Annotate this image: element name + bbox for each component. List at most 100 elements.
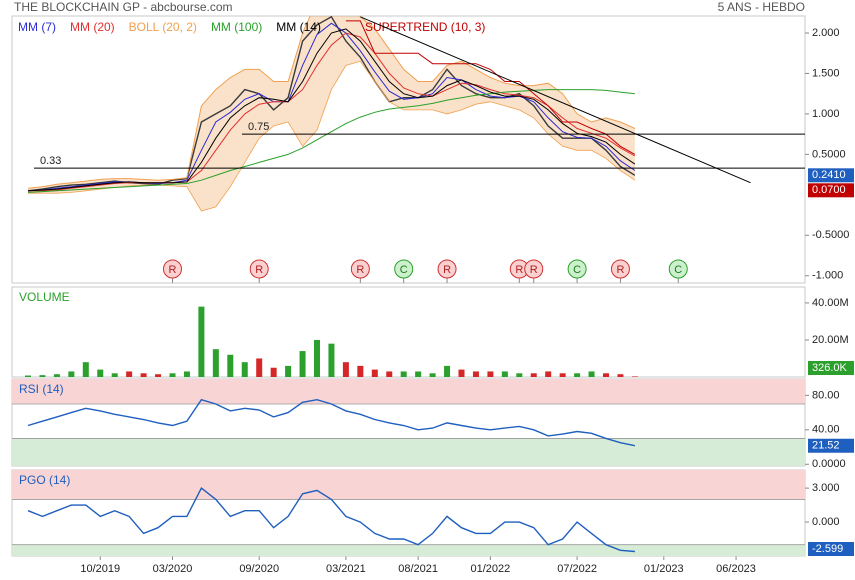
volume-bar xyxy=(444,365,451,377)
last-value-label: 326.0K xyxy=(812,362,848,374)
price-line xyxy=(27,487,635,553)
chart-title: THE BLOCKCHAIN GP - abcbourse.com xyxy=(14,0,233,14)
indicator-line xyxy=(28,32,636,192)
volume-bar xyxy=(371,369,378,377)
signal-label: R xyxy=(443,264,451,276)
panel xyxy=(11,286,806,378)
signal-marker xyxy=(567,259,587,279)
y-tick-label: 2.000 xyxy=(812,27,840,39)
period: 5 ANS - HEBDO xyxy=(718,0,805,14)
price-label: 0.2410 xyxy=(812,169,846,181)
volume-bar xyxy=(328,343,335,377)
support-label: 0.75 xyxy=(248,121,269,133)
y-tick-label: 0.0000 xyxy=(812,458,846,470)
price-label-box xyxy=(808,168,854,183)
volume-bar xyxy=(617,374,624,377)
x-tick-label: 01/2023 xyxy=(644,563,684,575)
panel-title: RSI (14) xyxy=(19,382,64,396)
volume-bar xyxy=(212,349,219,377)
signal-marker xyxy=(350,259,370,279)
signal-marker xyxy=(524,259,544,279)
volume-bar xyxy=(588,371,595,377)
volume-bar xyxy=(386,371,393,377)
volume-bar xyxy=(314,339,320,377)
volume-bar xyxy=(342,362,349,377)
y-tick-label: 1.000 xyxy=(812,108,840,120)
volume-bar xyxy=(198,306,205,377)
price-line xyxy=(27,398,636,447)
y-tick-label: 0.000 xyxy=(812,516,840,528)
overbought-zone xyxy=(12,470,805,500)
signal-marker xyxy=(610,259,630,279)
overbought-zone xyxy=(12,379,805,404)
volume-bar xyxy=(39,375,46,377)
oversold-zone xyxy=(12,544,805,556)
signal-marker xyxy=(437,259,457,279)
legend-entry: MM (7) xyxy=(18,20,56,34)
volume-bar xyxy=(270,367,277,377)
x-tick-label: 06/2023 xyxy=(716,563,756,575)
volume-bar xyxy=(487,371,494,377)
legend-entry: MM (20) xyxy=(70,20,115,34)
volume-bar xyxy=(603,373,609,377)
signal-label: C xyxy=(674,264,682,276)
y-tick-label: 20.00M xyxy=(812,334,849,346)
legend-entry: MM (14) xyxy=(276,20,321,34)
volume-bar xyxy=(429,373,436,377)
indicator-line xyxy=(345,20,636,155)
volume-bar xyxy=(68,371,75,377)
signal-marker xyxy=(163,259,182,279)
last-value-box xyxy=(808,361,854,375)
x-tick-label: 08/2021 xyxy=(398,563,438,575)
volume-bar xyxy=(530,373,537,377)
x-tick-label: 09/2020 xyxy=(239,563,279,575)
y-tick-label: 80.00 xyxy=(812,389,840,401)
volume-bar xyxy=(415,371,422,377)
volume-bar xyxy=(299,351,306,377)
legend-entry: BOLL (20, 2) xyxy=(129,20,197,34)
volume-bar xyxy=(169,373,176,377)
indicator-line xyxy=(27,16,636,189)
last-value-label: 21.52 xyxy=(812,440,840,452)
trend-line xyxy=(360,16,751,184)
volume-bar xyxy=(183,371,190,377)
last-value-box xyxy=(808,542,854,556)
volume-bar xyxy=(256,358,263,377)
y-tick-label: -1.000 xyxy=(812,270,843,282)
oversold-zone xyxy=(12,438,805,466)
volume-bar xyxy=(559,373,566,377)
volume-bar xyxy=(227,354,234,377)
volume-bar xyxy=(241,362,248,377)
volume-bar xyxy=(97,369,104,377)
signal-label: R xyxy=(356,264,364,276)
x-tick-label: 07/2022 xyxy=(557,563,597,575)
y-tick-label: 40.00 xyxy=(812,424,840,436)
volume-bar xyxy=(472,371,479,377)
x-tick-label: 10/2019 xyxy=(80,563,120,575)
panel-title: PGO (14) xyxy=(19,473,70,487)
volume-bar xyxy=(111,373,118,377)
bollinger-fill xyxy=(28,16,635,211)
volume-bar xyxy=(545,371,552,377)
volume-bar xyxy=(516,373,523,377)
panel xyxy=(11,15,806,284)
signal-label: R xyxy=(616,264,624,276)
y-tick-label: 0.5000 xyxy=(812,148,846,160)
support-label: 0.33 xyxy=(40,155,61,167)
signal-label: R xyxy=(530,264,538,276)
volume-bar xyxy=(574,373,581,377)
signal-label: C xyxy=(400,264,408,276)
y-tick-label: 3.000 xyxy=(812,482,840,494)
bollinger-lower xyxy=(28,60,636,212)
signal-label: R xyxy=(515,264,523,276)
volume-bar xyxy=(25,375,31,377)
volume-bar xyxy=(53,374,60,377)
volume-bar xyxy=(155,374,162,377)
x-tick-label: 01/2022 xyxy=(471,563,511,575)
signal-label: R xyxy=(169,264,177,276)
volume-bar xyxy=(501,371,508,377)
legend-entry: MM (100) xyxy=(211,20,262,34)
signal-label: C xyxy=(573,264,581,276)
price-label-box xyxy=(808,183,854,198)
